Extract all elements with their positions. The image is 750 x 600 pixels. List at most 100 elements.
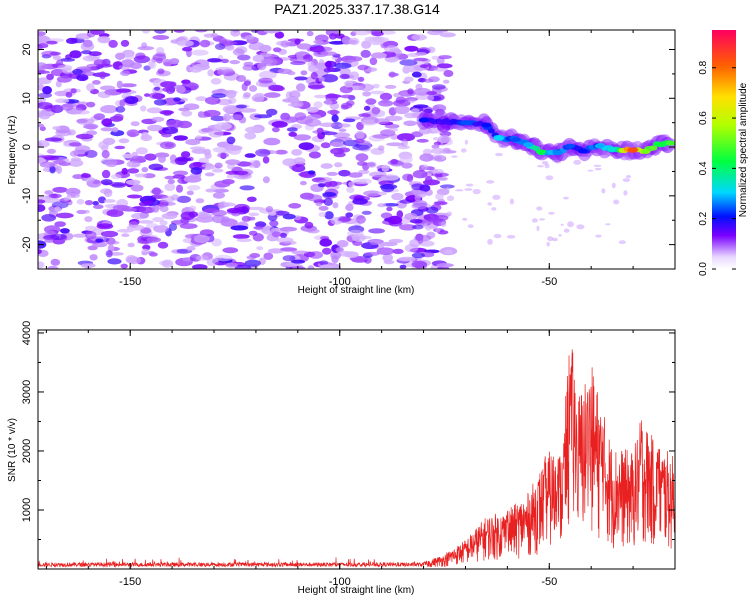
noise-cell — [391, 192, 404, 201]
noise-cell — [318, 76, 325, 82]
noise-cell — [369, 239, 381, 245]
noise-cell — [245, 126, 263, 134]
noise-cell — [355, 153, 369, 162]
noise-cell — [195, 96, 208, 102]
noise-cell — [282, 158, 297, 167]
noise-cell — [236, 75, 247, 82]
noise-cell — [392, 248, 404, 254]
noise-cell — [403, 120, 418, 127]
noise-cell — [120, 39, 130, 47]
noise-cell — [268, 84, 284, 92]
noise-cell — [587, 169, 594, 172]
noise-cell — [432, 168, 444, 174]
y-tick-label: 10 — [21, 92, 33, 104]
noise-cell — [310, 71, 318, 80]
colorbar-tick-label: 0.8 — [698, 60, 709, 74]
noise-cell — [186, 190, 194, 196]
noise-cell — [320, 142, 331, 149]
noise-cell — [217, 152, 230, 158]
noise-cell — [331, 114, 339, 123]
noise-cell — [173, 30, 185, 33]
noise-cell — [164, 175, 176, 180]
noise-cell — [126, 194, 143, 199]
noise-cell — [92, 80, 101, 85]
noise-cell — [320, 131, 338, 136]
signal-track-point — [523, 142, 534, 148]
noise-cell — [341, 36, 352, 45]
noise-cell — [411, 108, 420, 114]
x-tick-label: -50 — [541, 576, 557, 588]
noise-cell — [252, 54, 265, 63]
noise-cell — [291, 149, 303, 156]
noise-cell — [44, 137, 63, 142]
noise-cell — [319, 260, 329, 266]
noise-cell — [229, 60, 240, 65]
noise-cell — [322, 247, 332, 255]
noise-cell — [318, 212, 327, 217]
noise-cell — [232, 234, 250, 239]
noise-cell — [265, 206, 274, 213]
noise-cell — [411, 260, 428, 269]
noise-cell — [348, 181, 355, 188]
noise-cell — [331, 255, 339, 264]
noise-cell — [96, 223, 114, 230]
noise-cell — [318, 59, 325, 67]
noise-cell — [491, 207, 497, 211]
noise-cell — [419, 240, 435, 247]
noise-cell — [232, 48, 245, 56]
noise-cell — [148, 163, 164, 171]
noise-cell — [232, 30, 240, 33]
noise-cell — [558, 234, 562, 237]
noise-cell — [406, 174, 414, 183]
noise-cell — [563, 196, 569, 200]
noise-cell — [147, 124, 163, 132]
noise-cell — [148, 92, 162, 99]
noise-cell — [307, 265, 315, 269]
noise-cell — [226, 207, 242, 214]
noise-cell — [324, 99, 333, 106]
noise-cell — [346, 186, 355, 193]
noise-cell — [282, 255, 296, 262]
snr-series-line — [38, 349, 675, 568]
noise-cell — [211, 238, 222, 247]
noise-cell — [315, 202, 322, 207]
noise-cell — [166, 119, 184, 128]
noise-cell — [296, 83, 306, 92]
y-tick-label: 1000 — [21, 498, 33, 522]
noise-cell — [75, 133, 94, 140]
noise-cell — [411, 252, 425, 259]
noise-cell — [286, 261, 294, 268]
noise-cell — [263, 137, 281, 146]
noise-cell — [186, 246, 196, 251]
noise-cell — [116, 228, 134, 233]
noise-cell — [74, 145, 91, 153]
noise-cell — [326, 171, 338, 176]
noise-cell — [97, 35, 111, 44]
spectrogram-ylabel: Frequency (Hz) — [7, 116, 18, 185]
noise-cell — [370, 30, 382, 35]
noise-cell — [221, 90, 238, 95]
noise-cell — [47, 265, 59, 269]
noise-cell — [182, 46, 193, 52]
noise-cell — [60, 58, 75, 62]
noise-cell — [437, 135, 452, 144]
noise-cell — [625, 175, 632, 179]
noise-cell — [165, 86, 176, 94]
noise-cell — [340, 104, 349, 110]
noise-cell — [198, 157, 210, 164]
noise-cell — [214, 254, 232, 262]
noise-cell — [269, 220, 279, 227]
noise-cell — [196, 215, 215, 223]
noise-cell — [444, 150, 448, 154]
noise-cell — [263, 252, 274, 260]
noise-cell — [131, 212, 149, 220]
noise-cell — [221, 216, 230, 223]
noise-cell — [38, 111, 51, 120]
noise-cell — [84, 177, 96, 183]
signal-track-point — [628, 147, 639, 153]
signal-track-point — [577, 148, 588, 154]
noise-cell — [380, 212, 393, 219]
noise-cell — [424, 223, 428, 229]
noise-cell — [134, 173, 147, 178]
noise-cell — [368, 171, 387, 178]
